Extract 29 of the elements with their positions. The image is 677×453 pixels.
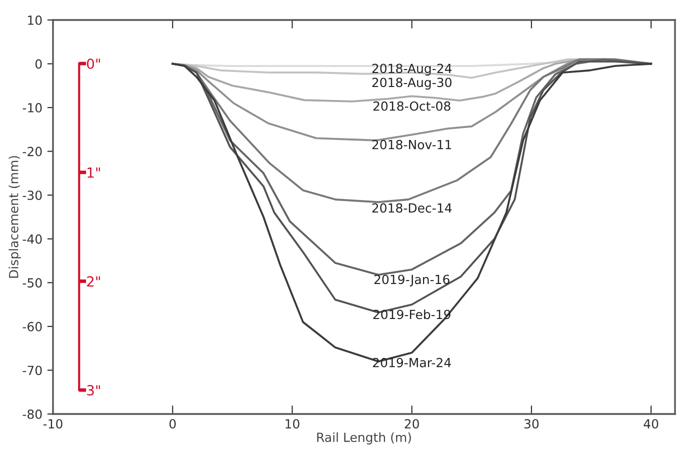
y-axis-title: Displacement (mm) (8, 156, 21, 278)
series-label: 2019-Jan-16 (374, 274, 450, 286)
y-tick-label: 10 (28, 15, 42, 25)
series-label: 2019-Mar-24 (373, 358, 451, 368)
series-label: 2018-Aug-30 (372, 78, 452, 90)
y2-tick-label: 3" (87, 385, 100, 396)
y-tick-label: -70 (22, 366, 42, 376)
x-tick-label: 40 (644, 419, 658, 429)
y2-tick-label: 0" (86, 58, 100, 70)
series-label: 2018-Aug-24 (372, 64, 452, 76)
x-tick-label: 0 (169, 419, 176, 429)
x-tick-label: 10 (286, 419, 300, 429)
y-tick-label: -10 (22, 103, 42, 112)
series-label: 2018-Oct-08 (373, 101, 450, 111)
series-label: 2018-Nov-11 (372, 140, 452, 150)
x-axis-title: Rail Length (m) (317, 432, 411, 444)
x-tick-label: 20 (404, 419, 419, 429)
y-tick-label: -60 (22, 322, 42, 332)
x-tick-label: 30 (524, 419, 539, 429)
y-tick-label: -40 (22, 234, 42, 244)
x-tick-label: -10 (43, 419, 62, 429)
series-label: 2018-Dec-14 (372, 203, 452, 213)
y-tick-label: -80 (22, 409, 42, 419)
y-tick-label: -30 (22, 190, 42, 200)
y-tick-label: -50 (22, 278, 42, 288)
y-tick-label: 0 (35, 59, 42, 69)
y2-tick-label: 1" (88, 168, 100, 178)
y2-tick-label: 2" (87, 276, 100, 286)
y-tick-label: -20 (22, 146, 42, 156)
